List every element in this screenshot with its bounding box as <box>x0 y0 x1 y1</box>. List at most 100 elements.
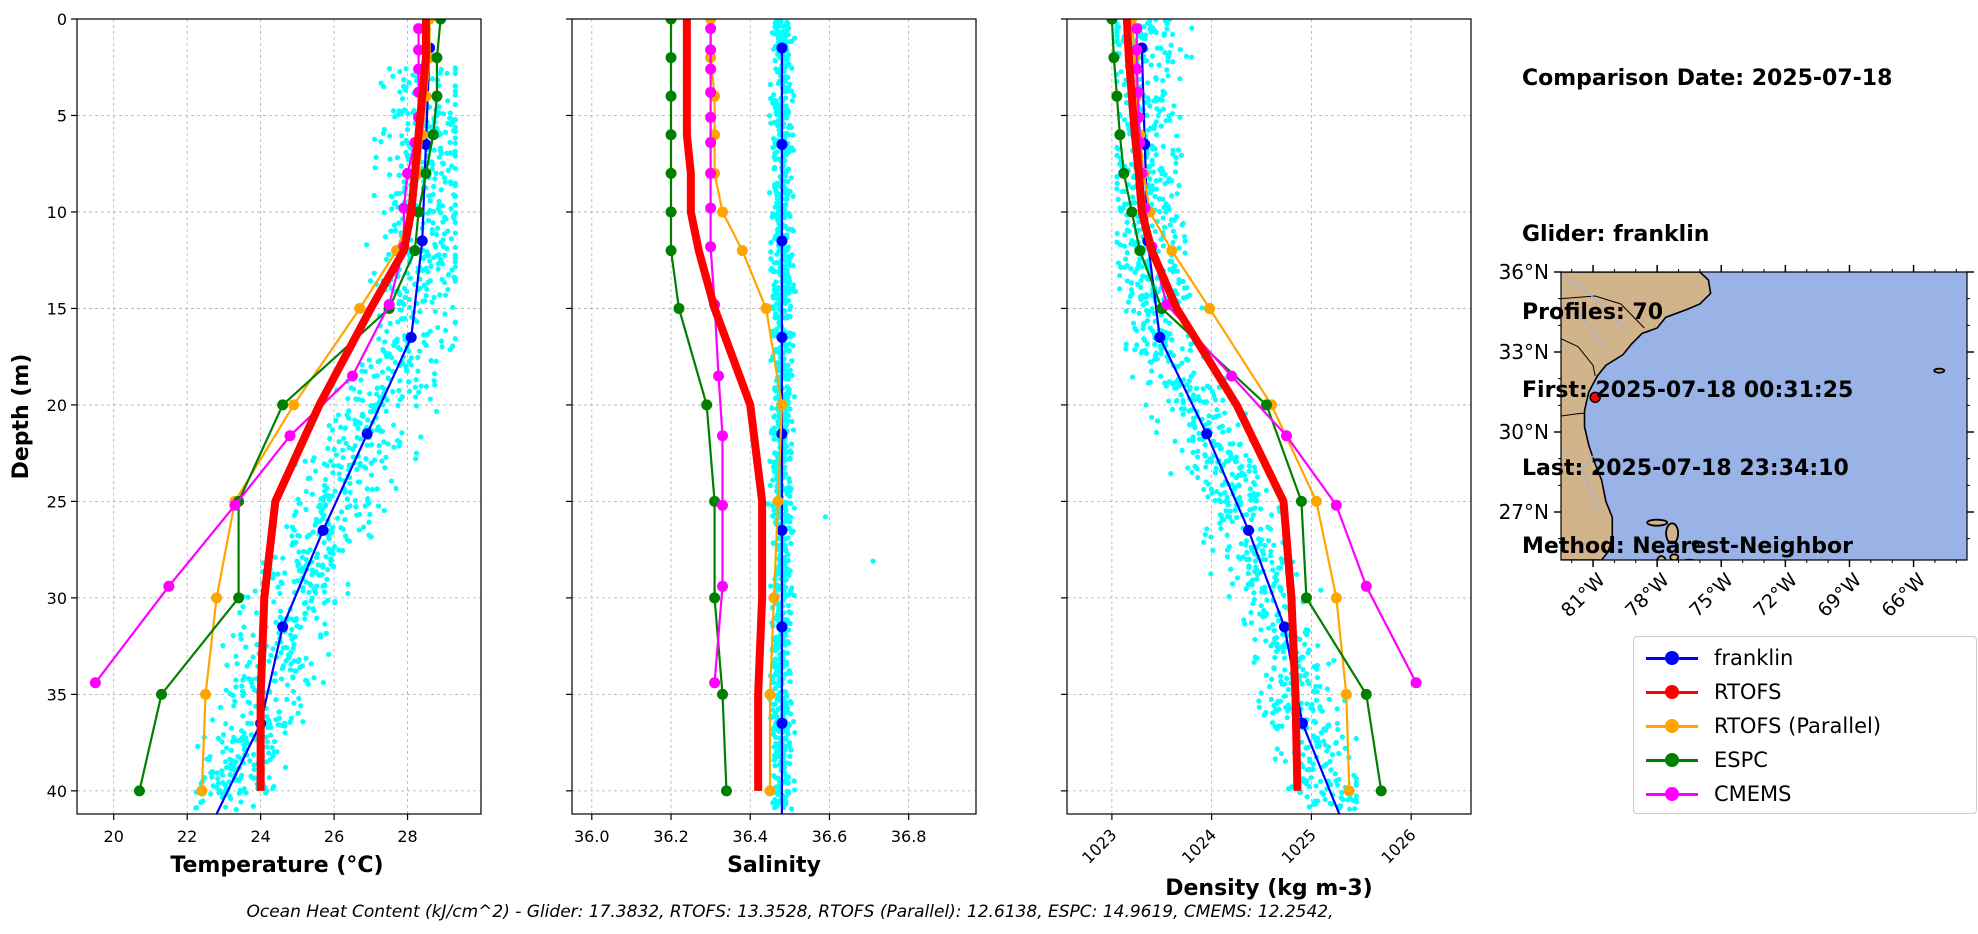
scatter-point <box>392 359 398 366</box>
scatter-point <box>403 137 409 144</box>
scatter-point <box>373 401 380 408</box>
scatter-point <box>436 252 442 258</box>
scatter-point <box>421 332 427 338</box>
scatter-point <box>1149 53 1156 59</box>
data-point <box>1134 245 1146 257</box>
scatter-point <box>379 428 386 434</box>
scatter-point <box>781 518 787 525</box>
river <box>1581 452 1598 510</box>
scatter-point <box>1250 600 1256 607</box>
scatter-point <box>444 70 450 76</box>
scatter-point <box>229 738 235 745</box>
scatter-point <box>300 588 306 594</box>
scatter-point <box>792 787 798 793</box>
scatter-point <box>358 377 364 383</box>
scatter-point <box>397 378 403 384</box>
scatter-point <box>1245 570 1251 577</box>
scatter-point <box>306 589 312 596</box>
scatter-point <box>452 182 458 188</box>
y-tick-label: 30 <box>47 589 67 608</box>
scatter-point <box>327 549 333 556</box>
scatter-point <box>1201 486 1207 493</box>
series-rtofs <box>256 19 430 791</box>
lat-tick-label: 27°N <box>1499 500 1549 524</box>
scatter-point <box>395 402 401 409</box>
glider-scatter <box>193 65 458 813</box>
scatter-point <box>1124 278 1130 284</box>
scatter-point <box>1155 248 1161 254</box>
scatter-point <box>344 496 350 502</box>
scatter-point <box>772 450 778 456</box>
scatter-point <box>237 610 243 616</box>
scatter-point <box>1176 277 1182 283</box>
scatter-point <box>429 76 436 82</box>
scatter-point <box>288 632 294 638</box>
scatter-point <box>1313 683 1319 690</box>
scatter-point <box>775 706 781 712</box>
scatter-point <box>390 108 397 114</box>
scatter-point <box>1258 627 1264 633</box>
scatter-point <box>435 225 441 231</box>
scatter-point <box>1190 415 1197 421</box>
scatter-point <box>325 445 331 451</box>
scatter-point <box>776 314 782 320</box>
scatter-point <box>208 791 214 797</box>
scatter-point <box>1128 287 1135 293</box>
scatter-point <box>1305 650 1311 656</box>
data-point <box>665 52 677 64</box>
scatter-point <box>1167 266 1173 273</box>
scatter-point <box>1350 797 1356 804</box>
scatter-point <box>1285 686 1291 693</box>
scatter-point <box>287 667 294 673</box>
scatter-point <box>1250 512 1256 518</box>
scatter-point <box>324 463 330 469</box>
data-point <box>764 785 776 797</box>
scatter-point <box>200 798 206 804</box>
scatter-point <box>290 674 296 680</box>
scatter-point <box>239 772 245 778</box>
scatter-point <box>347 503 353 509</box>
scatter-point <box>1318 587 1324 593</box>
legend-label: franklin <box>1714 646 1794 670</box>
scatter-point <box>791 35 798 41</box>
y-tick-label: 35 <box>47 685 67 704</box>
scatter-point <box>367 391 373 397</box>
scatter-point <box>1251 659 1257 665</box>
scatter-point <box>1256 704 1262 710</box>
scatter-point <box>315 562 321 568</box>
scatter-point <box>777 19 783 23</box>
scatter-point <box>441 174 448 181</box>
scatter-point <box>776 227 783 233</box>
scatter-point <box>1214 489 1220 495</box>
scatter-point <box>1143 307 1150 314</box>
scatter-point <box>1247 486 1253 492</box>
scatter-point <box>1160 243 1166 249</box>
scatter-point <box>420 298 426 304</box>
scatter-point <box>346 445 352 451</box>
scatter-point <box>1212 443 1218 449</box>
scatter-point <box>1305 744 1311 750</box>
data-point <box>1330 499 1342 511</box>
scatter-point <box>1143 58 1150 64</box>
scatter-point <box>406 388 413 394</box>
x-axis-label: Salinity <box>727 853 821 878</box>
scatter-point <box>1242 621 1248 627</box>
scatter-point <box>776 52 782 59</box>
scatter-point <box>1202 531 1208 538</box>
scatter-point <box>772 57 778 64</box>
data-point <box>705 167 717 179</box>
scatter-point <box>322 501 329 508</box>
scatter-point <box>1123 346 1129 352</box>
scatter-point <box>326 533 332 540</box>
scatter-point <box>1149 157 1155 164</box>
scatter-point <box>786 386 792 392</box>
scatter-point <box>277 608 284 614</box>
scatter-point <box>217 704 224 711</box>
lat-tick-label: 30°N <box>1499 420 1549 444</box>
data-point <box>1278 621 1290 633</box>
scatter-point <box>1164 26 1170 32</box>
scatter-point <box>406 348 412 354</box>
scatter-point <box>352 417 358 423</box>
scatter-point <box>1268 643 1274 649</box>
scatter-point <box>401 77 407 83</box>
